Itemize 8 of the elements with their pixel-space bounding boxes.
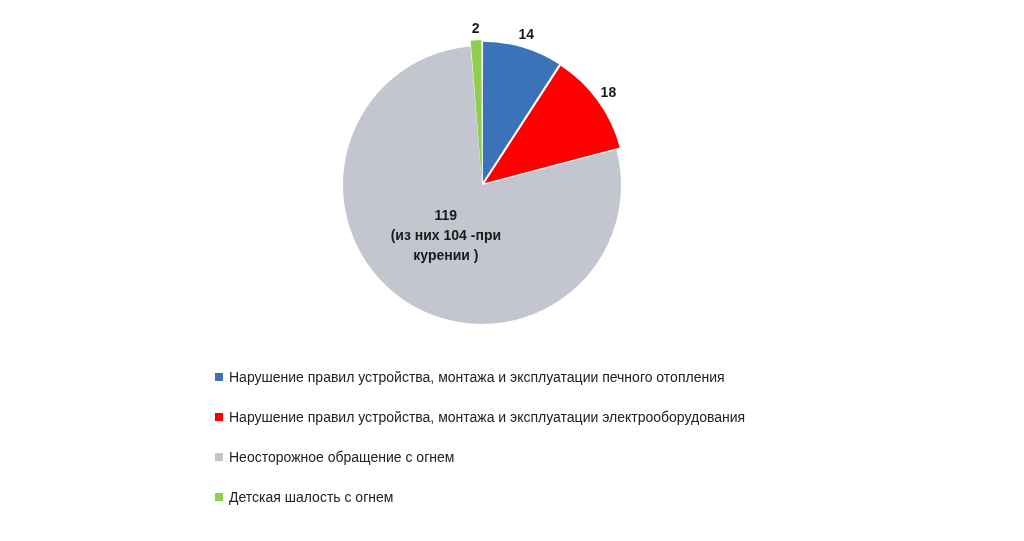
legend-label: Нарушение правил устройства, монтажа и эксплуатации печного отопления (229, 369, 725, 385)
data-label: 2 (471, 19, 480, 36)
legend-label: Неосторожное обращение с огнем (229, 449, 455, 465)
data-label: 14 (518, 26, 535, 43)
data-label: 18 (600, 84, 617, 101)
legend-label: Нарушение правил устройства, монтажа и эксплуатации электрооборудования (229, 409, 746, 425)
data-label: 119 (из них 104 -при курении ) (390, 206, 502, 263)
legend-label: Детская шалость с огнем (229, 489, 394, 505)
